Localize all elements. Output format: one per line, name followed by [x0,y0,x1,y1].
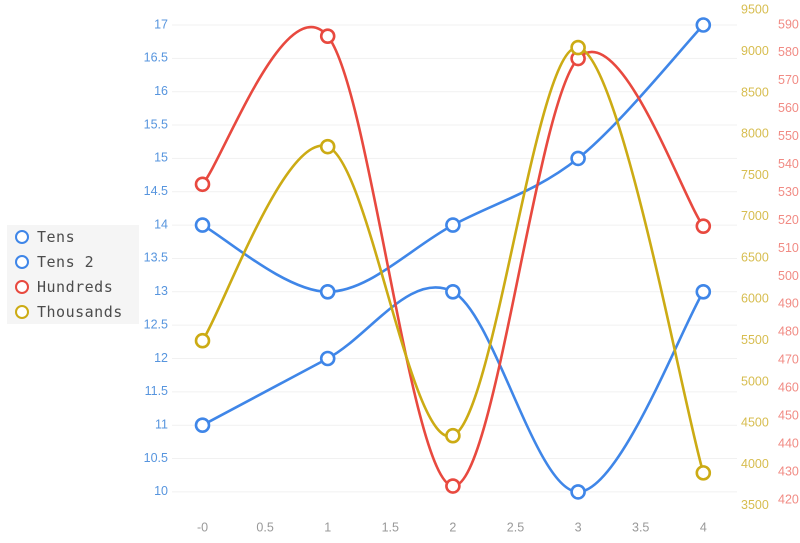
y-axis-thousands-tick-label: 7000 [741,209,769,223]
legend-item-label: Tens [37,228,76,246]
y-axis-left-tick-label: 16.5 [144,51,168,65]
legend-item-label: Thousands [37,303,123,321]
y-axis-thousands-tick-label: 5000 [741,374,769,388]
legend-item-tens[interactable]: Tens [7,227,139,248]
y-axis-hundreds-tick-label: 560 [778,101,799,115]
legend-swatch-circle-icon [15,305,29,319]
y-axis-hundreds-tick-label: 470 [778,353,799,367]
x-axis-tick-label: 4 [700,520,707,534]
series-line-hundreds [201,25,705,488]
series-line-tens [201,286,705,494]
legend-swatch-circle-icon [15,255,29,269]
data-point-marker-tens[interactable] [445,283,461,300]
legend-item-thousands[interactable]: Thousands [7,302,139,323]
series-line-thousands [201,46,705,474]
y-axis-hundreds-tick-label: 450 [778,408,799,422]
y-axis-left-tick-label: 17 [154,17,168,31]
data-point-marker-hundreds[interactable] [695,218,712,234]
data-point-marker-tens-2[interactable] [319,283,336,300]
y-axis-hundreds-tick-label: 510 [778,241,799,255]
y-axis-hundreds-tick-label: 500 [778,269,799,283]
legend-item-tens-2[interactable]: Tens 2 [7,252,139,273]
legend-swatch-circle-icon [15,280,29,294]
y-axis-left-tick-label: 11 [155,417,168,431]
y-axis-left-tick-label: 13 [154,284,168,298]
y-axis-hundreds-tick-label: 540 [778,157,799,171]
x-axis-tick-label: 1 [324,520,331,534]
y-axis-left-tick-label: 10.5 [144,451,168,465]
data-point-marker-tens[interactable] [695,283,712,300]
y-axis-hundreds-tick-label: 490 [778,297,799,311]
data-point-marker-hundreds[interactable] [445,478,461,494]
data-point-marker-thousands[interactable] [695,465,712,481]
y-axis-hundreds-tick-label: 570 [778,73,799,87]
y-axis-hundreds-tick-label: 580 [778,45,799,59]
y-axis-left-tick-label: 12.5 [144,317,168,331]
y-axis-hundreds-tick-label: 550 [778,129,799,143]
data-point-marker-thousands[interactable] [445,427,461,444]
x-axis-tick-label: 2.5 [507,520,524,534]
y-axis-thousands-tick-label: 7500 [741,168,769,182]
data-point-marker-tens-2[interactable] [445,217,461,233]
x-axis-tick-label: 3.5 [632,520,649,534]
legend-item-label: Hundreds [37,278,114,296]
y-axis-thousands-tick-label: 4000 [741,457,769,471]
y-axis-thousands-tick-label: 9500 [741,3,769,17]
y-axis-left-tick-label: 14.5 [144,184,168,198]
data-point-marker-tens[interactable] [319,350,336,367]
data-point-marker-thousands[interactable] [194,332,211,349]
x-axis-tick-label: 1.5 [382,520,399,534]
y-axis-thousands-tick-label: 8000 [741,127,769,141]
y-axis-thousands-tick-label: 3500 [741,498,769,512]
y-axis-hundreds-tick-label: 520 [778,213,799,227]
legend: Tens Tens 2 Hundreds Thousands [7,225,139,324]
x-axis-tick-label: 2 [449,520,456,534]
data-point-marker-hundreds[interactable] [319,28,336,44]
y-axis-left-tick-label: 10 [154,484,168,498]
y-axis-left-tick-label: 12 [154,351,168,365]
data-point-marker-tens-2[interactable] [570,150,586,167]
y-axis-left-tick-label: 11.5 [145,384,168,398]
data-point-marker-tens-2[interactable] [695,17,712,33]
x-axis-tick-label: -0 [197,520,208,534]
y-axis-hundreds-tick-label: 590 [778,17,799,31]
y-axis-hundreds-tick-label: 430 [778,464,799,478]
y-axis-hundreds-tick-label: 530 [778,185,799,199]
data-point-marker-hundreds[interactable] [194,176,211,193]
legend-item-label: Tens 2 [37,253,95,271]
legend-swatch-circle-icon [15,230,29,244]
y-axis-left-tick-label: 14 [154,217,168,231]
x-axis-tick-label: 3 [575,520,582,534]
data-point-marker-thousands[interactable] [319,138,336,155]
y-axis-thousands-tick-label: 8500 [741,85,769,99]
y-axis-hundreds-tick-label: 480 [778,325,799,339]
y-axis-hundreds-tick-label: 420 [778,492,799,506]
y-axis-thousands-tick-label: 4500 [741,416,769,430]
y-axis-left-tick-label: 15 [154,151,168,165]
y-axis-thousands-tick-label: 6000 [741,292,769,306]
y-axis-left-tick-label: 13.5 [144,251,168,265]
y-axis-left-tick-label: 16 [154,84,168,98]
y-axis-hundreds-tick-label: 440 [778,436,799,450]
legend-item-hundreds[interactable]: Hundreds [7,277,139,298]
y-axis-thousands-tick-label: 9000 [741,44,769,58]
data-point-marker-thousands[interactable] [570,39,586,56]
y-axis-thousands-tick-label: 5500 [741,333,769,347]
y-axis-thousands-tick-label: 6500 [741,250,769,264]
y-axis-hundreds-tick-label: 460 [778,381,799,395]
data-point-marker-tens-2[interactable] [194,217,211,233]
x-axis-tick-label: 0.5 [256,520,273,534]
y-axis-left-tick-label: 15.5 [144,117,168,131]
data-point-marker-tens[interactable] [194,417,211,434]
data-point-marker-tens[interactable] [570,484,586,500]
